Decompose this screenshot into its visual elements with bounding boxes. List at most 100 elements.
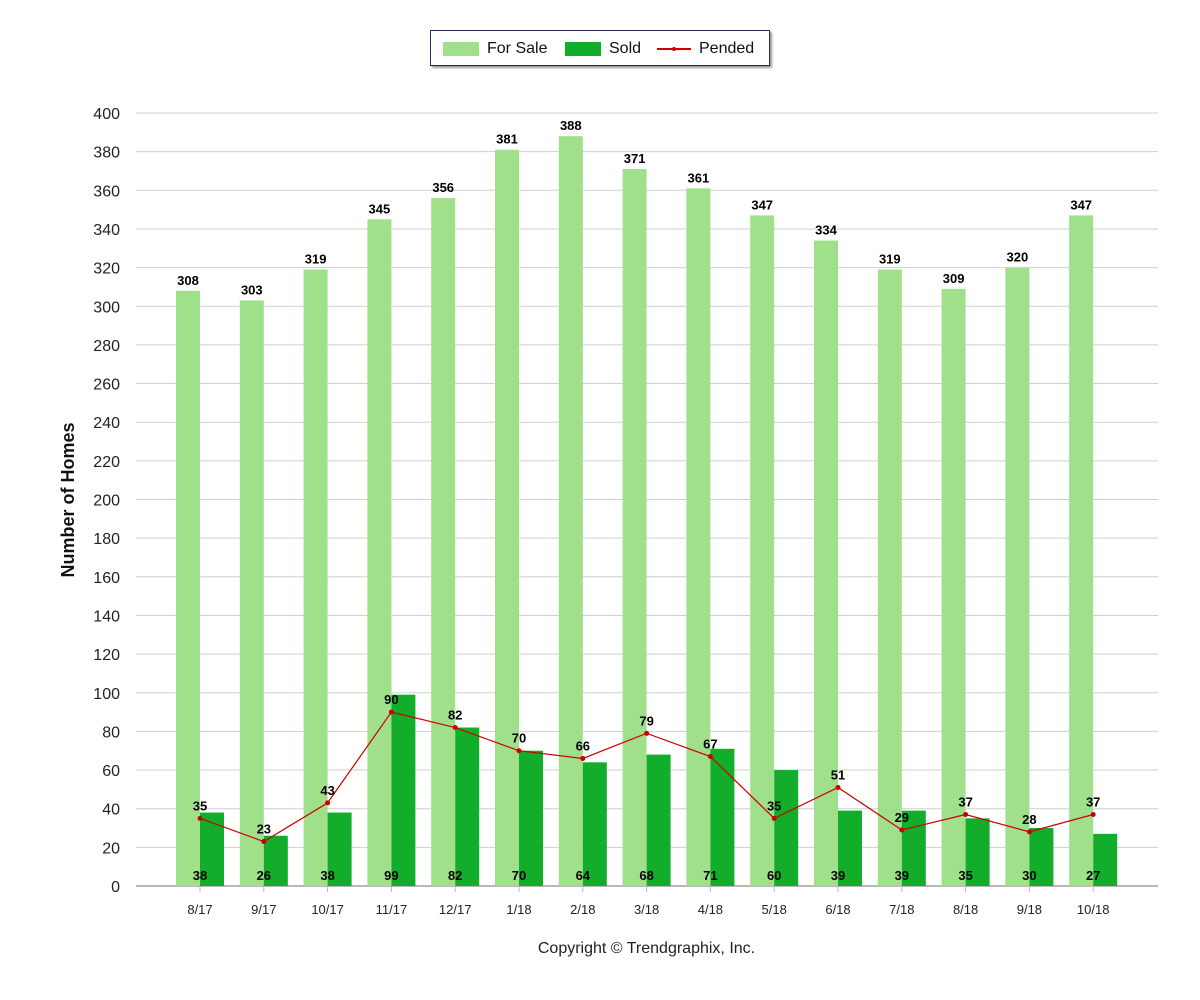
copyright-text: Copyright © Trendgraphix, Inc. (537, 940, 756, 957)
pended-point (1090, 811, 1096, 817)
sold-swatch-icon (565, 42, 601, 56)
legend-label-for-sale: For Sale (487, 40, 548, 57)
x-tick-label: 11/17 (376, 902, 408, 917)
bar-layer (176, 136, 1118, 887)
bar-sold (901, 810, 926, 886)
y-tick-label: 240 (93, 415, 120, 432)
legend-label-pended: Pended (699, 40, 755, 57)
for-sale-swatch-icon (443, 42, 479, 56)
legend-item-sold[interactable]: Sold (565, 39, 641, 59)
label-layer: 308 38 303 26 319 38 345 99 356 82 381 70 388 64 371 68… (177, 118, 1100, 883)
grid-layer (136, 112, 1158, 848)
data-label-for-sale: 388 (560, 118, 582, 133)
data-label-pended: 35 (193, 798, 207, 813)
bar-sold (263, 835, 288, 886)
pended-point (835, 784, 841, 790)
bar-for-sale (814, 240, 838, 887)
x-tick-label: 9/17 (251, 902, 276, 917)
pended-point (261, 839, 267, 845)
x-tick-label: 6/18 (825, 902, 850, 917)
bar-sold (327, 812, 352, 886)
y-tick-label: 120 (93, 647, 120, 664)
pended-point (197, 815, 203, 821)
y-tick-label: 100 (93, 686, 120, 703)
bar-sold (1093, 833, 1118, 886)
bar-sold (965, 818, 990, 886)
y-tick-label: 220 (93, 454, 120, 471)
x-tick-label: 1/18 (506, 902, 531, 917)
data-label-sold: 71 (703, 868, 717, 883)
y-tick-label: 80 (102, 724, 120, 741)
data-label-pended: 90 (384, 692, 398, 707)
bar-for-sale (1005, 267, 1030, 887)
data-label-pended: 82 (448, 708, 462, 723)
y-axis-label: Number of Homes (58, 422, 78, 577)
pended-point (707, 754, 713, 760)
data-label-pended: 35 (767, 798, 781, 813)
bar-sold (200, 812, 224, 886)
y-tick-label: 160 (93, 570, 120, 587)
x-tick-label: 5/18 (762, 902, 787, 917)
pended-point (1026, 829, 1032, 835)
data-label-pended: 43 (320, 783, 334, 798)
y-tick-label: 360 (93, 183, 120, 200)
bar-for-sale (367, 219, 392, 887)
data-label-for-sale: 309 (943, 271, 965, 286)
bar-for-sale (558, 136, 583, 886)
y-tick-label: 40 (102, 802, 120, 819)
pended-line-icon (657, 42, 691, 56)
data-label-for-sale: 319 (305, 252, 327, 267)
data-label-sold: 39 (895, 868, 909, 883)
pended-point (771, 815, 777, 821)
x-tick-label: 10/18 (1077, 902, 1110, 917)
data-label-sold: 68 (639, 868, 653, 883)
bar-sold (519, 750, 543, 886)
legend-item-pended[interactable]: Pended (657, 39, 754, 59)
x-tick-label: 12/17 (439, 902, 472, 917)
data-label-sold: 60 (767, 868, 781, 883)
data-label-sold: 35 (958, 868, 972, 883)
bar-sold (455, 727, 480, 886)
data-label-sold: 99 (384, 868, 398, 883)
pended-point (580, 755, 586, 761)
bar-for-sale (941, 288, 966, 886)
data-label-sold: 38 (193, 868, 207, 883)
pended-point (325, 800, 331, 806)
bar-for-sale (877, 269, 902, 887)
data-label-for-sale: 347 (751, 197, 773, 212)
bar-for-sale (176, 290, 200, 886)
data-label-pended: 29 (895, 810, 909, 825)
data-label-sold: 64 (576, 868, 591, 883)
x-tick-label: 9/18 (1017, 902, 1042, 917)
pended-point (452, 725, 458, 731)
y-tick-label: 300 (93, 299, 120, 316)
legend-item-for-sale[interactable]: For Sale (443, 39, 547, 59)
bar-for-sale (303, 269, 328, 887)
pended-point (644, 730, 650, 736)
data-label-for-sale: 347 (1070, 197, 1092, 212)
y-tick-label: 20 (102, 840, 120, 857)
data-label-sold: 39 (831, 868, 845, 883)
x-tick-label: 7/18 (889, 902, 914, 917)
data-label-pended: 37 (958, 794, 972, 809)
data-label-pended: 67 (703, 737, 717, 752)
data-label-for-sale: 345 (369, 201, 391, 216)
data-label-pended: 37 (1086, 794, 1100, 809)
x-tick-label: 3/18 (634, 902, 659, 917)
data-label-pended: 28 (1022, 812, 1036, 827)
y-tick-label: 340 (93, 222, 120, 239)
bar-sold (646, 754, 671, 886)
data-label-for-sale: 356 (432, 180, 454, 195)
y-tick-label: 60 (102, 763, 120, 780)
bar-for-sale (239, 300, 264, 886)
data-label-pended: 79 (639, 713, 653, 728)
bar-for-sale (495, 149, 519, 886)
pended-point (516, 748, 522, 754)
data-label-sold: 70 (512, 868, 526, 883)
y-tick-label: 280 (93, 338, 120, 355)
data-label-pended: 51 (831, 767, 845, 782)
x-tick-label: 8/18 (953, 902, 978, 917)
y-tick-label: 400 (93, 106, 120, 123)
y-tick-label: 180 (93, 531, 120, 548)
